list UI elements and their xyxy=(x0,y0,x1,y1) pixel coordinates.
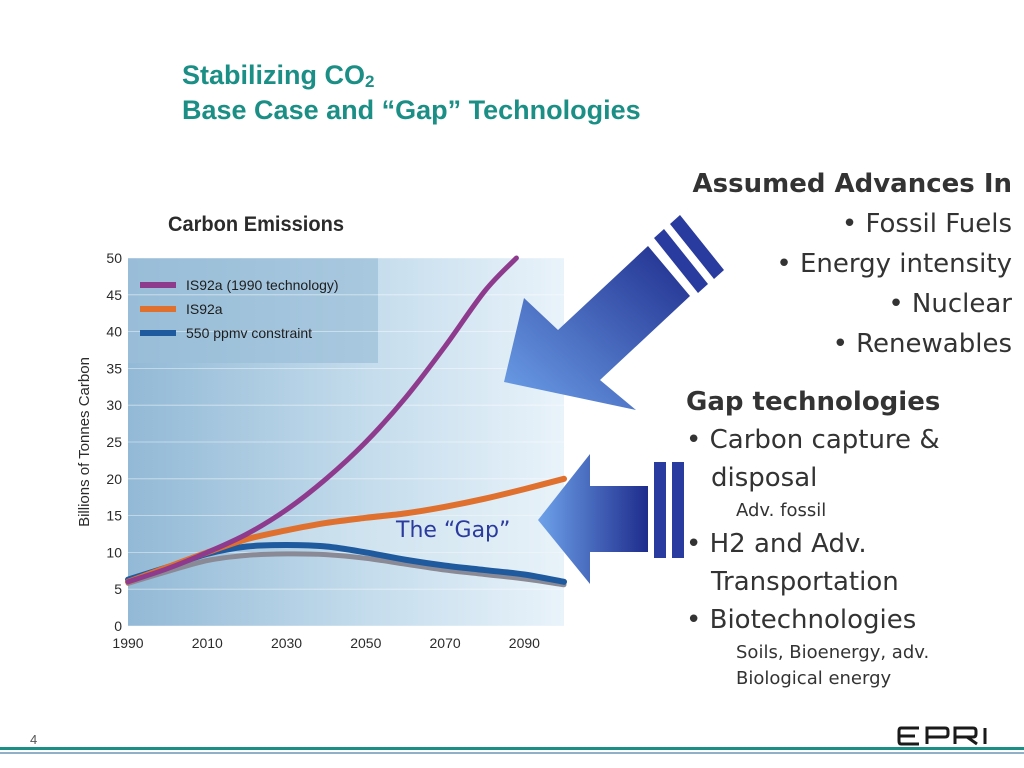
assumed-advances: Assumed Advances In • Fossil Fuels • Ene… xyxy=(592,164,1012,364)
assumed-item-renewables: • Renewables xyxy=(832,329,1012,359)
y-tick-label: 25 xyxy=(106,434,122,450)
assumed-item-fossil-fuels: • Fossil Fuels xyxy=(841,209,1012,239)
y-tick-label: 15 xyxy=(106,508,122,524)
gap-item-carbon-capture: • Carbon capture & disposal xyxy=(686,425,940,493)
gap-subitem-soils: Soils, Bioenergy, adv. xyxy=(736,642,930,663)
x-tick-label: 2030 xyxy=(271,635,302,651)
assumed-advances-heading: Assumed Advances In xyxy=(692,169,1012,199)
y-tick-label: 45 xyxy=(106,287,122,303)
y-tick-label: 35 xyxy=(106,360,122,376)
y-tick-label: 0 xyxy=(114,618,122,634)
footer-rule xyxy=(0,747,1024,750)
gap-annotation: The “Gap” xyxy=(396,518,511,543)
gap-technologies: Gap technologies • Carbon capture & disp… xyxy=(686,383,1016,691)
slide-title: Stabilizing CO2 Base Case and “Gap” Techn… xyxy=(182,58,641,128)
gap-arrow-stripe-2 xyxy=(672,462,684,558)
y-tick-label: 20 xyxy=(106,471,122,487)
y-axis-ticks: 0 5 10 15 20 25 30 35 40 45 50 xyxy=(106,250,122,634)
gap-item-h2-transportation: • H2 and Adv. Transportation xyxy=(686,529,899,597)
y-tick-label: 40 xyxy=(106,324,122,340)
title-line1: Stabilizing CO2 xyxy=(182,60,375,91)
x-tick-label: 1990 xyxy=(112,635,143,651)
y-tick-label: 30 xyxy=(106,397,122,413)
legend-label: 550 ppmv constraint xyxy=(186,325,312,341)
x-tick-label: 2050 xyxy=(350,635,381,651)
gap-region xyxy=(128,478,564,582)
page-number: 4 xyxy=(30,732,38,747)
grid-lines xyxy=(128,257,564,627)
y-tick-label: 10 xyxy=(106,544,122,560)
y-axis-label: Billions of Tonnes Carbon xyxy=(76,357,93,527)
series-line xyxy=(125,255,519,585)
title-subscript: 2 xyxy=(365,72,375,91)
legend-label: IS92a (1990 technology) xyxy=(186,277,339,293)
gap-subitem-biological-energy: Biological energy xyxy=(736,668,892,689)
series-line xyxy=(125,551,567,588)
x-tick-label: 2070 xyxy=(430,635,461,651)
gap-item-biotechnologies: • Biotechnologies xyxy=(686,605,917,635)
y-tick-label: 50 xyxy=(106,250,122,266)
footer-rule-secondary xyxy=(0,752,1024,754)
x-tick-label: 2010 xyxy=(192,635,223,651)
legend-label: IS92a xyxy=(186,301,223,317)
assumed-item-nuclear: • Nuclear xyxy=(888,289,1012,319)
gap-subitem-adv-fossil: Adv. fossil xyxy=(736,500,827,521)
x-axis-ticks: 1990 2010 2030 2050 2070 2090 xyxy=(112,635,540,651)
epri-logo xyxy=(897,726,987,746)
gap-technologies-heading: Gap technologies xyxy=(686,387,941,417)
chart-title: Carbon Emissions xyxy=(168,213,344,236)
gap-fill xyxy=(128,478,564,582)
title-line2: Base Case and “Gap” Technologies xyxy=(182,95,641,125)
gap-arrow-stripe-1 xyxy=(654,462,666,558)
series-lines xyxy=(125,255,567,588)
x-tick-label: 2090 xyxy=(509,635,540,651)
y-tick-label: 5 xyxy=(114,581,122,597)
assumed-item-energy-intensity: • Energy intensity xyxy=(776,249,1012,279)
legend: IS92a (1990 technology) IS92a 550 ppmv con… xyxy=(140,277,339,341)
carbon-emissions-chart: Carbon Emissions IS92a (1990 technology)… xyxy=(76,213,567,651)
